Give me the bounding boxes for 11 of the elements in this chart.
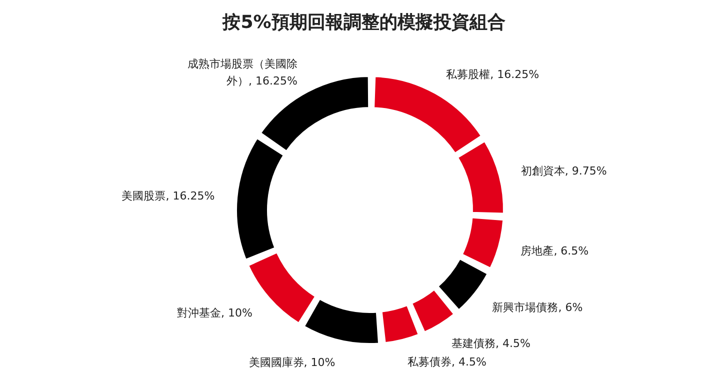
slice-label: 美國股票, 16.25% [122, 188, 215, 202]
slice-label: 新興市場債務, 6% [492, 300, 583, 314]
slice-label: 私募股權, 16.25% [446, 67, 540, 80]
slice-label: 成熟市場股票（美國除外）, 16.25% [187, 56, 298, 87]
chart-title: 按5%預期回報調整的模擬投資組合 [221, 11, 506, 34]
slice-label: 基建債務, 4.5% [451, 336, 530, 350]
slice-label: 美國國庫券, 10% [248, 356, 336, 369]
slice-label: 房地產, 6.5% [520, 244, 589, 257]
slice-label: 私募債券, 4.5% [408, 354, 486, 368]
slice-label: 初創資本, 9.75% [520, 164, 607, 177]
slice-label: 對沖基金, 10% [177, 306, 252, 320]
